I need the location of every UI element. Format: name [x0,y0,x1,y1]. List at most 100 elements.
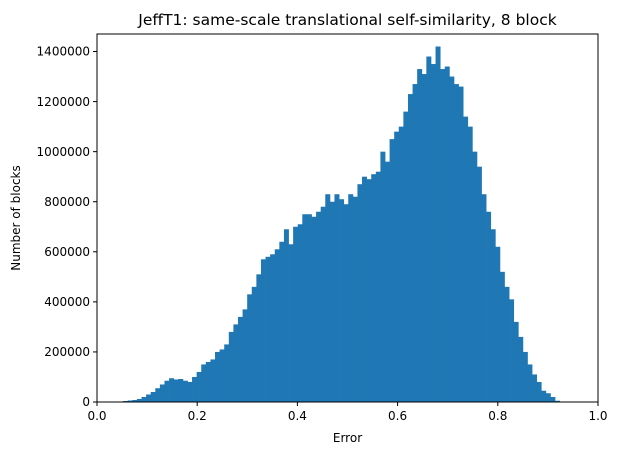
histogram-bar [449,76,455,402]
histogram-bar [178,378,184,402]
histogram-bar [251,286,257,402]
histogram-bar [481,194,487,402]
histogram-bar [407,94,413,402]
histogram-bar [210,359,216,402]
histogram-bar [187,381,193,402]
histogram-bar [311,216,317,402]
histogram-bar [127,400,133,402]
histogram-bar [155,388,161,402]
histogram-bar [141,396,147,402]
x-tick-label: 0.6 [388,409,407,423]
histogram-bar [421,74,427,403]
y-axis-label: Number of blocks [9,165,23,271]
histogram-bar [486,211,492,402]
histogram-bar [435,46,441,403]
y-tick-label: 800000 [44,195,90,209]
histogram-bar [192,376,198,402]
x-axis-label: Error [333,431,362,445]
histogram-bar [233,324,239,402]
histogram-bar [541,390,547,402]
histogram-bar [293,226,299,402]
y-tick-label: 1400000 [37,45,90,59]
y-tick-label: 1200000 [37,95,90,109]
histogram-bar [458,86,464,402]
histogram-bar [265,256,271,402]
histogram-bar [215,351,221,402]
histogram-bar [297,224,303,402]
histogram-bar [375,171,381,402]
histogram-bar [224,344,230,402]
x-tick-label: 0.2 [188,409,207,423]
histogram-bar [440,69,446,403]
histogram-bar [403,111,409,403]
histogram-bar [283,229,289,402]
histogram-bar [352,196,358,402]
histogram-bar [316,211,322,402]
histogram-bar [430,64,436,402]
histogram-bar [146,394,152,402]
y-tick-label: 0 [82,395,90,409]
plot-frame [96,33,599,403]
y-tick-label: 200000 [44,345,90,359]
histogram-bar [339,199,345,402]
histogram-bar [398,126,404,402]
histogram-bar [150,391,156,402]
chart-title: JeffT1: same-scale translational self-si… [137,11,556,29]
histogram-bar [532,374,538,402]
y-tick-label: 1000000 [37,145,90,159]
x-tick-label: 1.0 [588,409,607,423]
histogram-bar [394,131,400,402]
bars-group [118,46,560,403]
histogram-bar [288,244,294,402]
histogram-bar [274,249,280,402]
histogram-bar [385,161,390,402]
histogram-bar [242,309,248,402]
histogram-bar [504,286,510,402]
x-tick-label: 0.8 [488,409,507,423]
histogram-bar [366,179,372,402]
histogram-bar [173,379,179,402]
histogram-bar [554,400,560,402]
histogram-bar [159,384,165,402]
histogram-bar [412,84,418,402]
histogram-bar [495,246,501,402]
histogram-bar [334,194,340,402]
histogram-bar [260,259,266,402]
histogram-bar [228,331,234,402]
histogram-bar [472,151,478,402]
histogram-bar [136,399,142,402]
histogram-bar [270,254,276,402]
histogram-bar [426,56,432,402]
histogram-bar [205,361,211,402]
histogram-bar [417,69,423,403]
histogram-bar [320,206,326,402]
histogram-bar [201,364,207,402]
histogram-bar [219,349,225,402]
histogram-bar [444,66,450,402]
histogram-bar [513,321,519,402]
histogram-bar [389,139,395,402]
y-tick-label: 400000 [44,295,90,309]
x-axis-ticks: 0.0 0.2 0.4 0.6 0.8 1.0 [87,402,608,423]
histogram-bar [362,176,368,402]
histogram-bar [325,194,331,402]
histogram-bar [196,371,202,402]
histogram-bar [467,126,473,402]
histogram-bar [279,241,285,402]
histogram-bar [509,299,515,402]
histogram-bar [302,214,308,402]
histogram-bar [182,380,188,402]
histogram-bar [536,381,542,402]
histogram-bar [348,194,354,402]
y-tick-label: 600000 [44,245,90,259]
histogram-bar [132,400,138,402]
histogram-bar [545,393,551,402]
histogram-bar [476,166,482,402]
histogram-bar [490,229,496,402]
histogram-bar [463,116,469,403]
x-tick-label: 0.4 [288,409,307,423]
histogram-bar [164,380,170,402]
histogram-bar [371,174,377,402]
histogram-bar [343,204,349,402]
